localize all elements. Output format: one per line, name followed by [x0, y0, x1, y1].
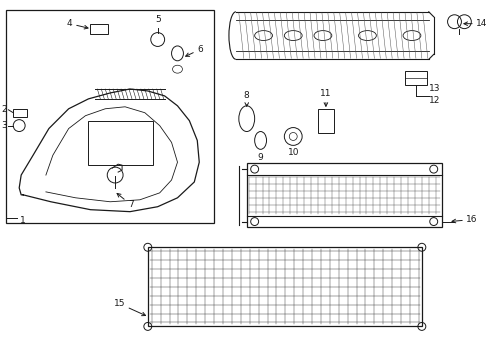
Bar — [318, 109, 334, 132]
Bar — [89, 121, 153, 165]
Text: 2: 2 — [1, 105, 7, 114]
Text: 6: 6 — [186, 45, 203, 57]
Text: 1: 1 — [20, 216, 26, 225]
Text: 5: 5 — [155, 15, 161, 24]
Bar — [6, 10, 214, 222]
Text: 11: 11 — [320, 89, 332, 106]
Text: 9: 9 — [258, 153, 264, 162]
Bar — [91, 24, 108, 33]
Text: 8: 8 — [244, 91, 249, 106]
Text: 16: 16 — [452, 215, 478, 224]
Text: 10: 10 — [288, 148, 299, 157]
Bar — [405, 71, 427, 85]
Ellipse shape — [403, 31, 421, 41]
Ellipse shape — [255, 31, 272, 41]
Text: 14: 14 — [464, 19, 488, 28]
Text: 3: 3 — [1, 121, 7, 130]
Text: 13: 13 — [429, 85, 441, 94]
Ellipse shape — [359, 31, 376, 41]
Bar — [148, 247, 422, 327]
Ellipse shape — [284, 31, 302, 41]
Text: 15: 15 — [114, 299, 146, 316]
Bar — [13, 109, 27, 117]
Text: 4: 4 — [67, 19, 88, 29]
Text: 12: 12 — [429, 96, 441, 105]
Bar — [247, 163, 441, 228]
Ellipse shape — [314, 31, 332, 41]
Text: 7: 7 — [117, 193, 134, 209]
